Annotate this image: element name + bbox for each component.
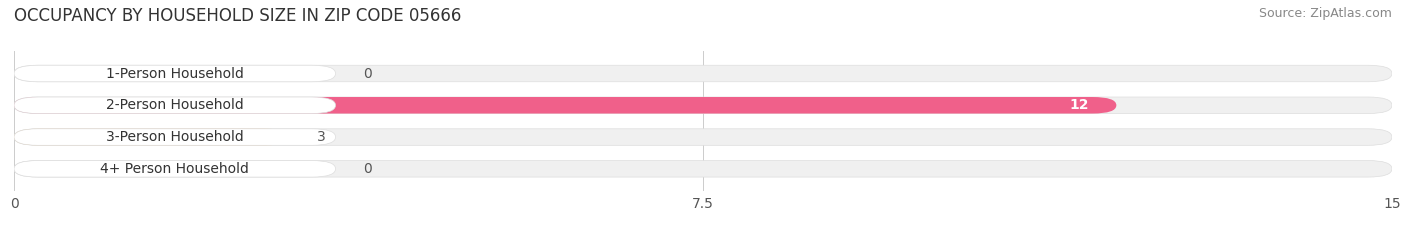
Text: 3: 3 — [318, 130, 326, 144]
FancyBboxPatch shape — [14, 129, 290, 145]
FancyBboxPatch shape — [14, 97, 336, 113]
Text: 12: 12 — [1070, 98, 1088, 112]
Text: 0: 0 — [363, 66, 371, 80]
FancyBboxPatch shape — [14, 97, 1116, 113]
Text: 2-Person Household: 2-Person Household — [105, 98, 243, 112]
FancyBboxPatch shape — [14, 161, 1392, 177]
FancyBboxPatch shape — [14, 65, 336, 82]
FancyBboxPatch shape — [14, 65, 1392, 82]
FancyBboxPatch shape — [14, 97, 1392, 113]
Text: 4+ Person Household: 4+ Person Household — [100, 162, 249, 176]
Text: OCCUPANCY BY HOUSEHOLD SIZE IN ZIP CODE 05666: OCCUPANCY BY HOUSEHOLD SIZE IN ZIP CODE … — [14, 7, 461, 25]
FancyBboxPatch shape — [14, 129, 1392, 145]
Text: Source: ZipAtlas.com: Source: ZipAtlas.com — [1258, 7, 1392, 20]
Text: 0: 0 — [363, 162, 371, 176]
Text: 3-Person Household: 3-Person Household — [105, 130, 243, 144]
FancyBboxPatch shape — [14, 129, 336, 145]
FancyBboxPatch shape — [14, 161, 336, 177]
Text: 1-Person Household: 1-Person Household — [105, 66, 243, 80]
